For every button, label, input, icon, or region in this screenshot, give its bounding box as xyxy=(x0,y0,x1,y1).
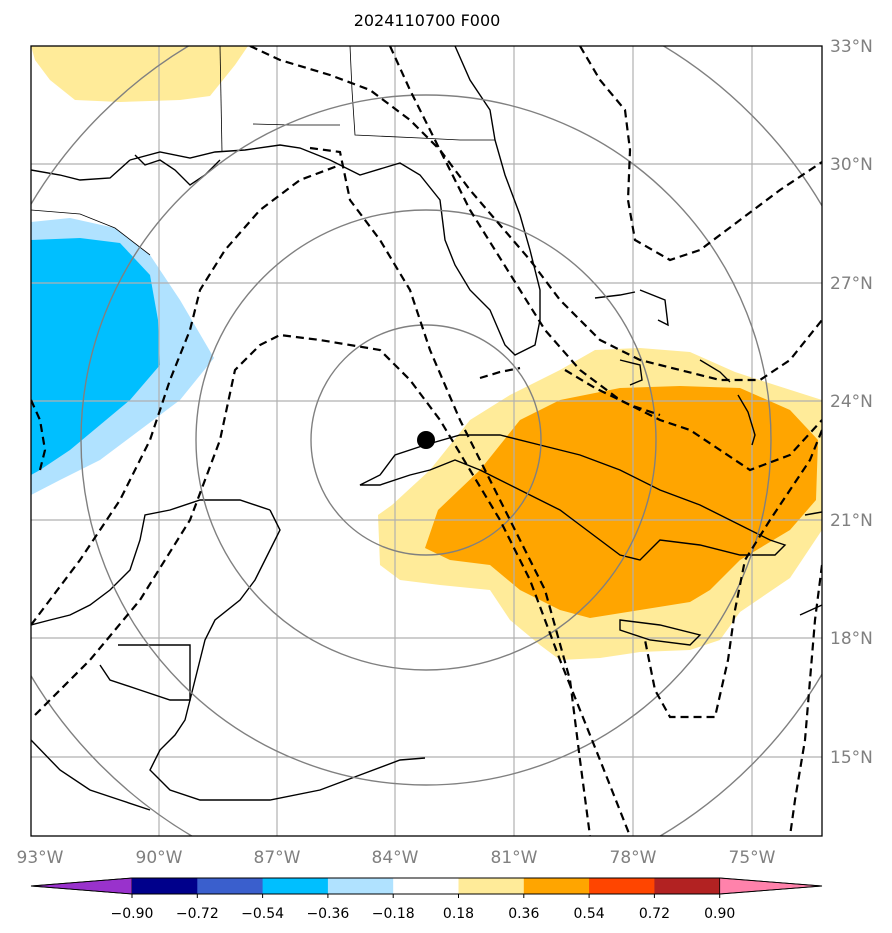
lat-label: 15°N xyxy=(830,748,873,768)
colorbar-segment xyxy=(654,878,721,894)
longitude-labels: 93°W 90°W 87°W 84°W 81°W 78°W 75°W xyxy=(17,848,776,868)
shading-positive-strong xyxy=(425,386,818,618)
lat-label: 33°N xyxy=(830,37,873,57)
colorbar-segment xyxy=(327,878,394,894)
lat-label: 21°N xyxy=(830,511,873,531)
colorbar-segment xyxy=(523,878,590,894)
lon-label: 87°W xyxy=(254,848,301,868)
latitude-labels: 33°N 30°N 27°N 24°N 21°N 18°N 15°N xyxy=(830,37,873,768)
figure-title: 2024110700 F000 xyxy=(354,11,501,30)
colorbar-segment xyxy=(262,878,329,894)
colorbar-tick-label: −0.90 xyxy=(111,906,154,922)
colorbar-tick-label: −0.18 xyxy=(372,906,415,922)
shading-positive-topleft xyxy=(31,46,248,102)
colorbar-tick-label: −0.36 xyxy=(306,906,349,922)
colorbar-extend-max xyxy=(719,877,823,895)
lat-label: 24°N xyxy=(830,392,873,412)
cuba-coast xyxy=(359,434,787,561)
lon-label: 81°W xyxy=(491,848,538,868)
lon-label: 93°W xyxy=(17,848,64,868)
graticule xyxy=(31,46,822,836)
colorbar-extend-min xyxy=(30,877,133,895)
colorbar-tick-label: 0.54 xyxy=(574,906,605,922)
colorbar-tick-label: 0.72 xyxy=(639,906,670,922)
colorbar-tick-label: 0.90 xyxy=(704,906,735,922)
colorbar-tick-label: 0.36 xyxy=(508,906,539,922)
range-rings xyxy=(31,46,822,836)
colorbar-segment xyxy=(589,878,655,894)
colorbar-tick-label: −0.54 xyxy=(241,906,284,922)
lon-label: 90°W xyxy=(136,848,183,868)
lon-label: 75°W xyxy=(729,848,776,868)
map-frame xyxy=(30,45,823,837)
lat-label: 27°N xyxy=(830,274,873,294)
colorbar-tick-label: −0.72 xyxy=(176,906,219,922)
colorbar-segment xyxy=(132,878,198,894)
shading-negative-strong xyxy=(31,238,160,475)
lat-label: 18°N xyxy=(830,629,873,649)
lon-label: 78°W xyxy=(610,848,657,868)
map-area xyxy=(31,46,822,836)
colorbar-tick-label: 0.18 xyxy=(443,906,474,922)
storm-center-marker xyxy=(417,431,435,449)
lat-label: 30°N xyxy=(830,155,873,175)
colorbar-segment xyxy=(458,878,525,894)
colorbar-segment xyxy=(393,878,459,894)
lon-label: 84°W xyxy=(372,848,419,868)
colorbar: −0.90 −0.72 −0.54 −0.36 −0.18 0.18 0.36 0.54 0.7… xyxy=(30,877,823,922)
colorbar-segment xyxy=(197,878,264,894)
dashed-contours xyxy=(31,46,822,836)
